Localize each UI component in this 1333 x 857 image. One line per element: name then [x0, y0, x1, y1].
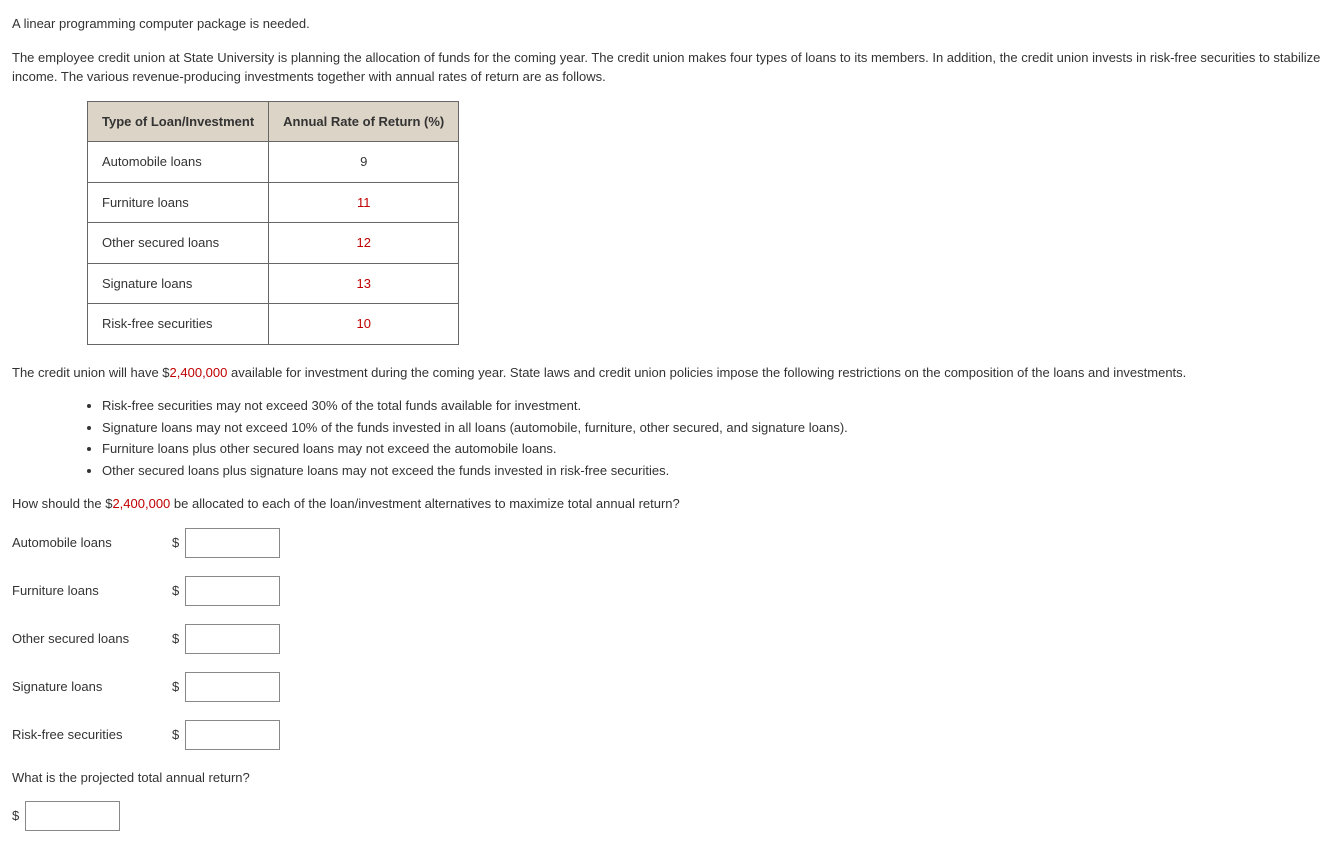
signature-loans-input[interactable] [185, 672, 280, 702]
intro-line-2: The employee credit union at State Unive… [12, 48, 1321, 87]
mid-amount: 2,400,000 [170, 365, 228, 380]
question-pre: How should the $ [12, 496, 112, 511]
rates-table: Type of Loan/Investment Annual Rate of R… [87, 101, 459, 345]
table-row: Signature loans 13 [88, 263, 459, 304]
cell-type: Other secured loans [88, 223, 269, 264]
automobile-loans-input[interactable] [185, 528, 280, 558]
answer-label: Furniture loans [12, 581, 172, 601]
cell-rate: 11 [269, 182, 459, 223]
risk-free-securities-input[interactable] [185, 720, 280, 750]
list-item: Furniture loans plus other secured loans… [102, 439, 1321, 459]
answer-label: Signature loans [12, 677, 172, 697]
col-header-rate: Annual Rate of Return (%) [269, 101, 459, 142]
answer-label: Automobile loans [12, 533, 172, 553]
col-header-type: Type of Loan/Investment [88, 101, 269, 142]
table-row: Risk-free securities 10 [88, 304, 459, 345]
cell-type: Automobile loans [88, 142, 269, 183]
answer-row: Automobile loans $ [12, 528, 1321, 558]
total-answer-row: $ [12, 801, 1321, 831]
cell-rate: 9 [269, 142, 459, 183]
question-paragraph: How should the $2,400,000 be allocated t… [12, 494, 1321, 514]
currency-symbol: $ [12, 806, 19, 826]
question-post: be allocated to each of the loan/investm… [170, 496, 679, 511]
cell-rate: 13 [269, 263, 459, 304]
currency-symbol: $ [172, 677, 179, 697]
list-item: Risk-free securities may not exceed 30% … [102, 396, 1321, 416]
currency-symbol: $ [172, 629, 179, 649]
question-amount: 2,400,000 [112, 496, 170, 511]
answer-row: Other secured loans $ [12, 624, 1321, 654]
intro-line-1: A linear programming computer package is… [12, 14, 1321, 34]
currency-symbol: $ [172, 533, 179, 553]
cell-type: Risk-free securities [88, 304, 269, 345]
answer-row: Furniture loans $ [12, 576, 1321, 606]
answer-label: Other secured loans [12, 629, 172, 649]
rules-list: Risk-free securities may not exceed 30% … [82, 396, 1321, 480]
table-row: Other secured loans 12 [88, 223, 459, 264]
cell-type: Signature loans [88, 263, 269, 304]
table-row: Automobile loans 9 [88, 142, 459, 183]
total-question: What is the projected total annual retur… [12, 768, 1321, 788]
furniture-loans-input[interactable] [185, 576, 280, 606]
answer-row: Signature loans $ [12, 672, 1321, 702]
list-item: Other secured loans plus signature loans… [102, 461, 1321, 481]
table-row: Furniture loans 11 [88, 182, 459, 223]
mid-post: available for investment during the comi… [227, 365, 1186, 380]
mid-paragraph: The credit union will have $2,400,000 av… [12, 363, 1321, 383]
cell-rate: 10 [269, 304, 459, 345]
currency-symbol: $ [172, 725, 179, 745]
cell-type: Furniture loans [88, 182, 269, 223]
currency-symbol: $ [172, 581, 179, 601]
total-return-input[interactable] [25, 801, 120, 831]
answers-block: Automobile loans $ Furniture loans $ Oth… [12, 528, 1321, 750]
list-item: Signature loans may not exceed 10% of th… [102, 418, 1321, 438]
answer-label: Risk-free securities [12, 725, 172, 745]
answer-row: Risk-free securities $ [12, 720, 1321, 750]
other-secured-loans-input[interactable] [185, 624, 280, 654]
mid-pre: The credit union will have $ [12, 365, 170, 380]
cell-rate: 12 [269, 223, 459, 264]
